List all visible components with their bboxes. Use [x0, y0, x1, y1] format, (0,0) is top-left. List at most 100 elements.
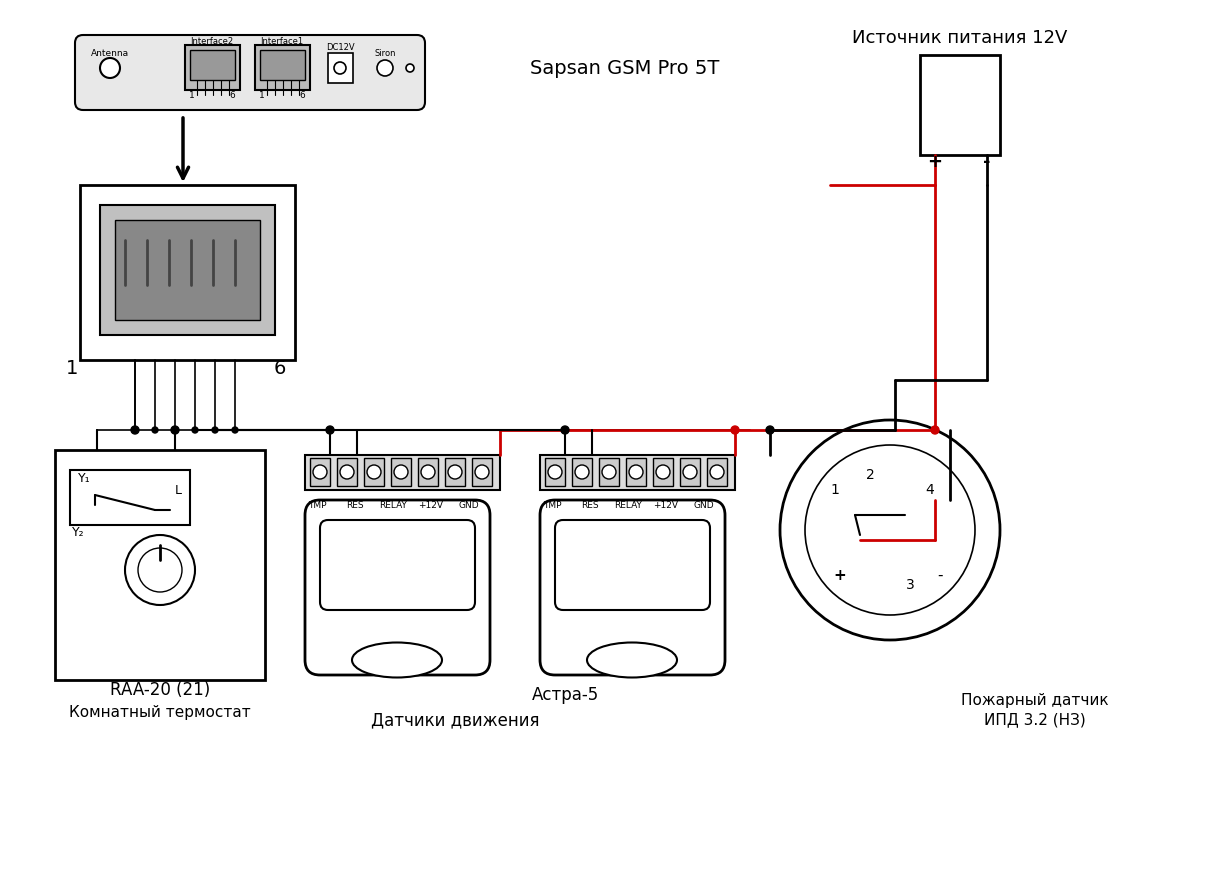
Bar — [418, 458, 438, 486]
Circle shape — [312, 465, 327, 479]
Text: 6: 6 — [229, 92, 235, 101]
Bar — [256, 45, 310, 90]
Text: GND: GND — [459, 501, 480, 510]
Circle shape — [561, 426, 569, 434]
Text: 1: 1 — [831, 483, 839, 497]
FancyBboxPatch shape — [305, 500, 490, 675]
Bar — [260, 50, 305, 80]
Circle shape — [421, 465, 435, 479]
Text: +12V: +12V — [419, 501, 443, 510]
Circle shape — [172, 427, 178, 433]
Text: ИПД 3.2 (НЗ): ИПД 3.2 (НЗ) — [985, 712, 1086, 727]
Circle shape — [731, 426, 739, 434]
Text: Y₂: Y₂ — [71, 526, 85, 539]
Bar — [54, 450, 265, 680]
Bar — [310, 458, 331, 486]
Text: -: - — [937, 567, 942, 582]
Text: Antenna: Antenna — [91, 48, 130, 58]
Circle shape — [767, 426, 774, 434]
Text: Sapsan GSM Pro 5T: Sapsan GSM Pro 5T — [530, 59, 719, 78]
Circle shape — [340, 465, 354, 479]
Circle shape — [171, 426, 179, 434]
Text: 1: 1 — [259, 92, 265, 101]
Text: Источник питания 12V: Источник питания 12V — [853, 29, 1068, 47]
Bar — [540, 455, 735, 490]
Text: 1: 1 — [189, 92, 195, 101]
Bar — [328, 53, 352, 83]
Circle shape — [448, 465, 463, 479]
Text: TMP: TMP — [543, 501, 561, 510]
Bar — [337, 458, 357, 486]
Text: 3: 3 — [906, 578, 914, 592]
Bar — [115, 220, 260, 320]
Text: Комнатный термостат: Комнатный термостат — [69, 704, 251, 719]
Text: RES: RES — [581, 501, 598, 510]
Text: Y₁: Y₁ — [78, 471, 91, 484]
Text: Пожарный датчик: Пожарный датчик — [962, 692, 1109, 707]
Ellipse shape — [587, 642, 677, 677]
Text: DC12V: DC12V — [326, 44, 355, 52]
Text: +: + — [833, 567, 846, 582]
Bar — [707, 458, 727, 486]
Circle shape — [193, 427, 199, 433]
Circle shape — [367, 465, 381, 479]
Bar — [572, 458, 592, 486]
Text: GND: GND — [694, 501, 714, 510]
Ellipse shape — [352, 642, 442, 677]
FancyBboxPatch shape — [555, 520, 710, 610]
Circle shape — [780, 420, 1000, 640]
FancyBboxPatch shape — [320, 520, 475, 610]
Bar — [545, 458, 566, 486]
Circle shape — [629, 465, 643, 479]
Bar — [101, 205, 275, 335]
Bar — [305, 455, 500, 490]
Bar — [472, 458, 492, 486]
Text: RAA-20 (21): RAA-20 (21) — [110, 681, 211, 699]
Bar — [185, 45, 240, 90]
Text: -: - — [983, 153, 991, 171]
Circle shape — [575, 465, 589, 479]
Text: 6: 6 — [299, 92, 305, 101]
Bar — [920, 55, 1000, 155]
Bar — [70, 470, 190, 525]
Circle shape — [710, 465, 724, 479]
FancyBboxPatch shape — [540, 500, 725, 675]
Text: 1: 1 — [65, 358, 79, 378]
Circle shape — [931, 426, 939, 434]
Circle shape — [101, 58, 120, 78]
Circle shape — [125, 535, 195, 605]
Circle shape — [212, 427, 218, 433]
Circle shape — [406, 64, 414, 72]
Text: 6: 6 — [274, 358, 286, 378]
Bar — [391, 458, 411, 486]
Circle shape — [805, 445, 975, 615]
Circle shape — [153, 427, 157, 433]
Bar — [365, 458, 384, 486]
Circle shape — [138, 548, 182, 592]
Bar — [444, 458, 465, 486]
Circle shape — [394, 465, 408, 479]
Text: Астра-5: Астра-5 — [532, 686, 598, 704]
Circle shape — [549, 465, 562, 479]
Bar — [190, 50, 235, 80]
Text: 4: 4 — [925, 483, 935, 497]
Text: RELAY: RELAY — [614, 501, 642, 510]
Text: L: L — [174, 483, 182, 496]
Text: TMP: TMP — [308, 501, 326, 510]
Bar — [653, 458, 673, 486]
Circle shape — [334, 62, 346, 74]
Circle shape — [377, 60, 394, 76]
Text: +: + — [928, 153, 942, 171]
Text: 2: 2 — [866, 468, 874, 482]
Bar — [599, 458, 619, 486]
Bar — [626, 458, 645, 486]
Circle shape — [326, 426, 334, 434]
Text: RES: RES — [346, 501, 363, 510]
Circle shape — [602, 465, 616, 479]
Bar — [681, 458, 700, 486]
Bar — [80, 185, 295, 360]
Text: Interface2: Interface2 — [190, 38, 234, 46]
Text: Siron: Siron — [374, 48, 396, 58]
FancyBboxPatch shape — [75, 35, 425, 110]
Text: +12V: +12V — [654, 501, 678, 510]
